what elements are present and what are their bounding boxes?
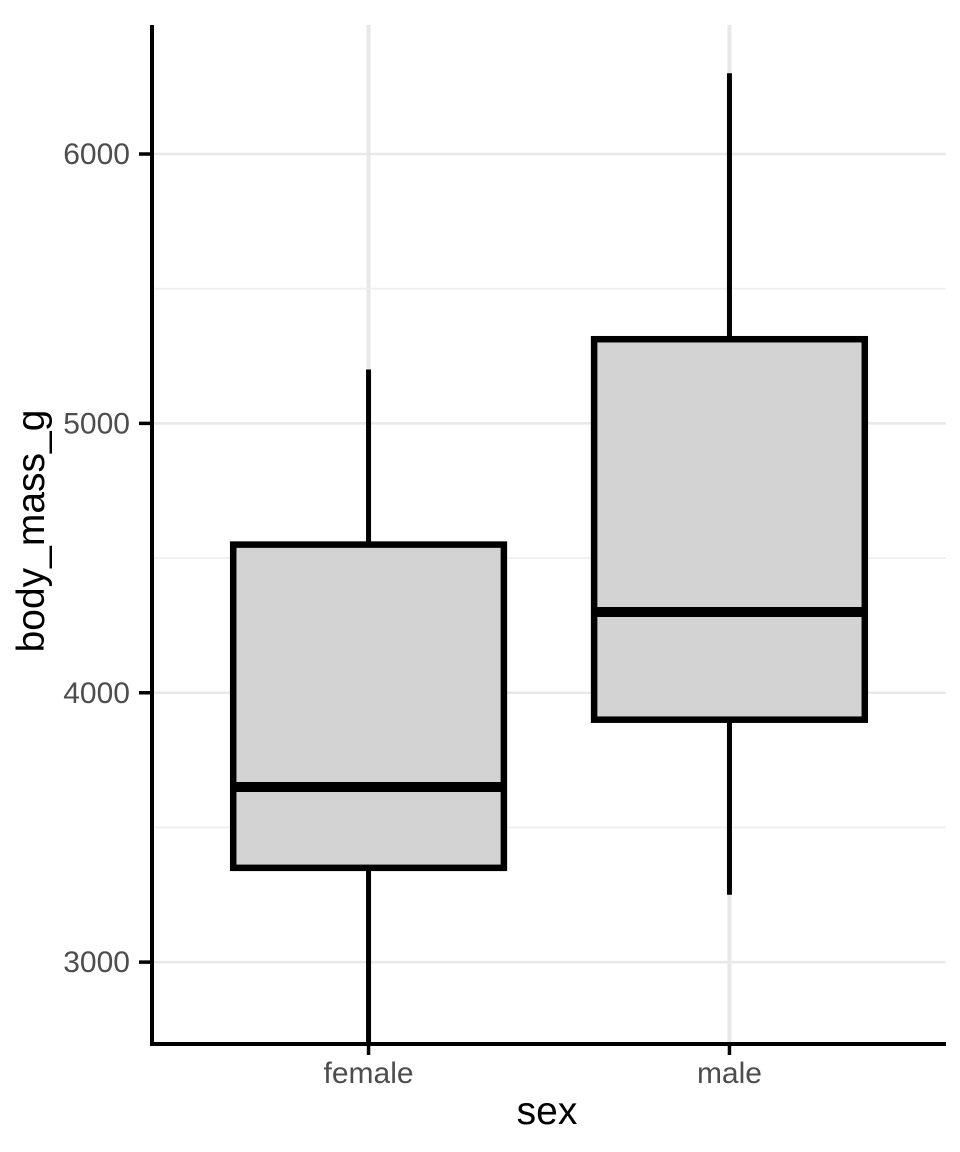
box-layer bbox=[229, 73, 869, 1043]
axis-layer bbox=[139, 25, 946, 1055]
y-tick-label-3000: 3000 bbox=[63, 946, 130, 979]
y-tick-label-6000: 6000 bbox=[63, 138, 130, 171]
label-layer: 3000 4000 5000 6000 female male bbox=[63, 138, 762, 1090]
y-tick-label-5000: 5000 bbox=[63, 407, 130, 440]
y-axis-title: body_mass_g bbox=[10, 410, 53, 653]
boxplot-box-male bbox=[590, 335, 869, 723]
x-category-label-male: male bbox=[697, 1057, 762, 1090]
x-category-label-female: female bbox=[324, 1057, 414, 1090]
boxplot-box-female bbox=[229, 541, 508, 872]
x-axis-title: sex bbox=[517, 1090, 578, 1133]
y-tick-label-4000: 4000 bbox=[63, 677, 130, 710]
